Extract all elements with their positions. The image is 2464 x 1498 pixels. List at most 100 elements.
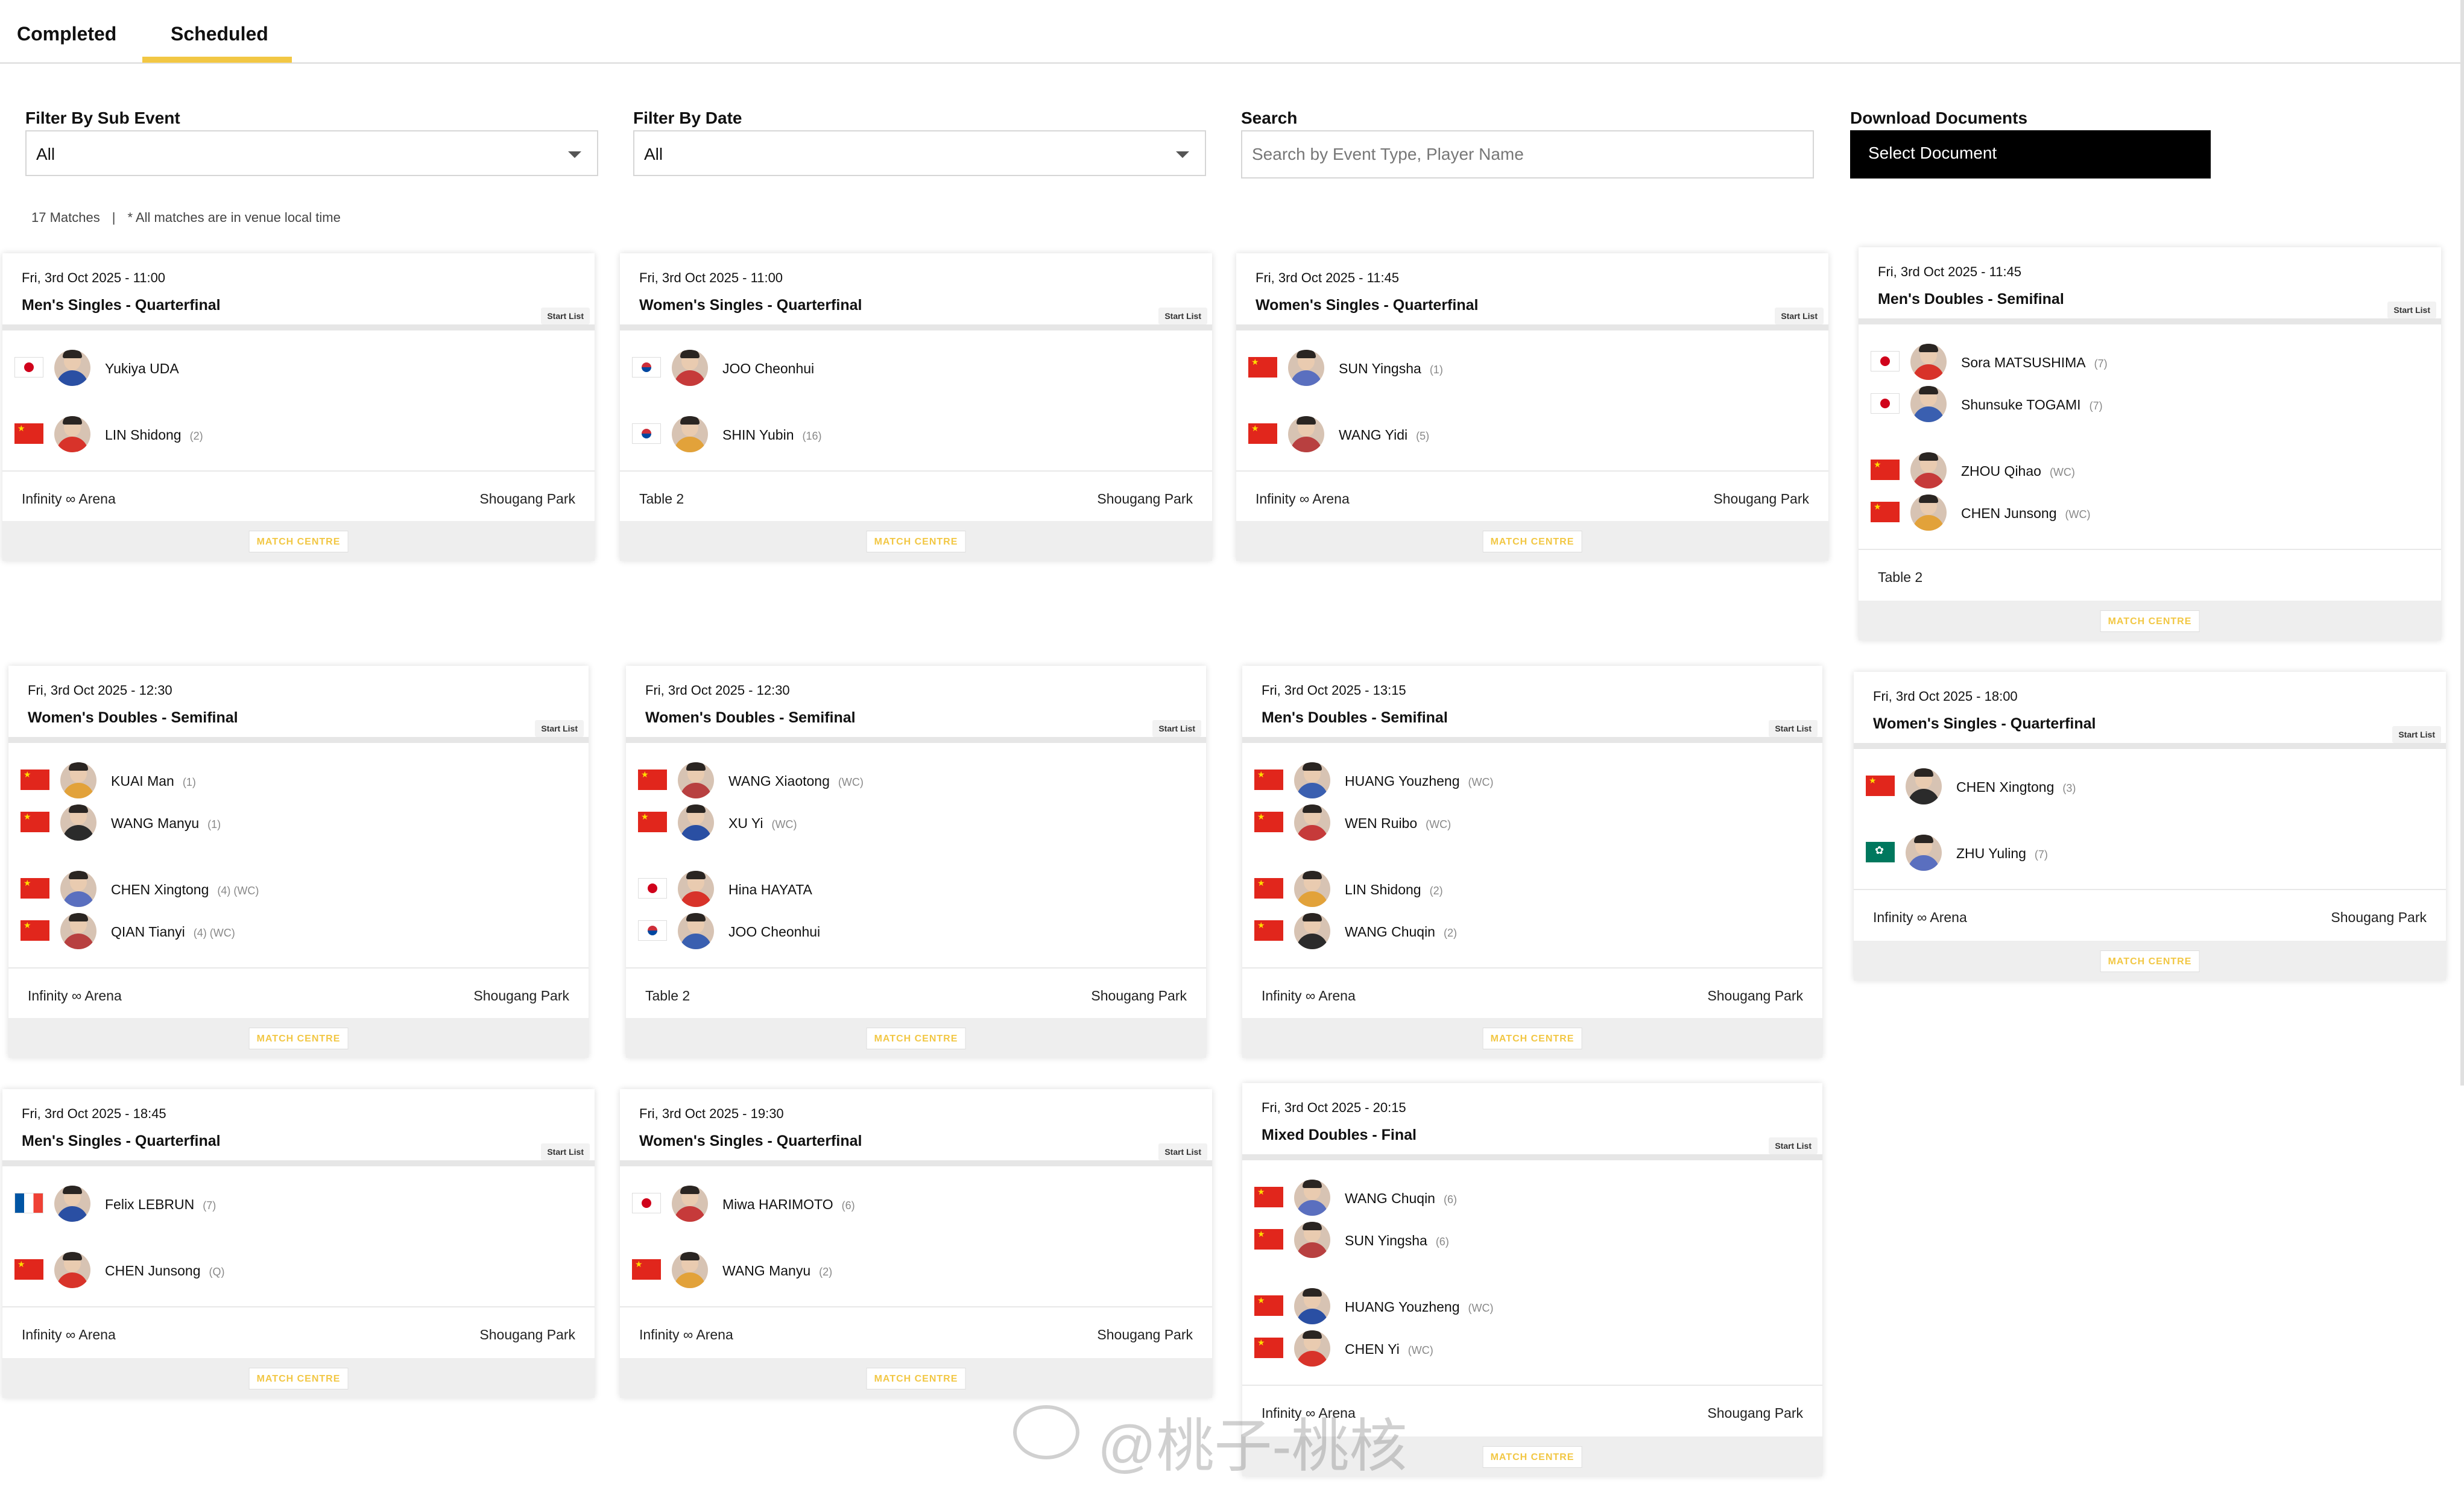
player-row[interactable]: WANG Yidi (5) [1248, 416, 1781, 452]
player-name-text: LIN Shidong [1345, 882, 1421, 897]
player-avatar [672, 350, 708, 386]
player-avatar [1294, 913, 1330, 949]
start-list-button[interactable]: Start List [535, 720, 584, 737]
player-name-text: ZHOU Qihao [1961, 463, 2041, 479]
player-row[interactable]: CHEN Junsong (Q) [14, 1252, 548, 1288]
player-row[interactable]: CHEN Xingtong (4) (WC) [21, 871, 543, 907]
start-list-button[interactable]: Start List [2387, 302, 2436, 318]
tab-completed[interactable]: Completed [17, 23, 117, 45]
player-row[interactable]: Yukiya UDA [14, 350, 548, 386]
player-row[interactable]: XU Yi (WC) [638, 804, 1160, 841]
player-row[interactable]: Miwa HARIMOTO (6) [632, 1186, 1165, 1222]
flag-jpn-icon [1871, 351, 1900, 371]
player-row[interactable]: LIN Shidong (2) [14, 416, 548, 452]
player-row[interactable]: Hina HAYATA [638, 871, 1160, 907]
start-list-button[interactable]: Start List [1775, 308, 1824, 324]
player-row[interactable]: ZHU Yuling (7) [1866, 835, 2399, 871]
flag-chn-icon [1254, 770, 1283, 790]
match-event: Men's Singles - Quarterfinal [22, 297, 221, 314]
tab-scheduled[interactable]: Scheduled [171, 23, 268, 45]
player-row[interactable]: QIAN Tianyi (4) (WC) [21, 913, 543, 949]
match-centre-button[interactable]: MATCH CENTRE [248, 1028, 349, 1049]
start-list-button[interactable]: Start List [1769, 720, 1818, 737]
match-centre-button[interactable]: MATCH CENTRE [866, 531, 966, 552]
match-centre-button[interactable]: MATCH CENTRE [1482, 531, 1582, 552]
player-row[interactable]: Sora MATSUSHIMA (7) [1871, 344, 2395, 380]
sub-event-select[interactable]: All [25, 130, 598, 176]
player-row[interactable]: CHEN Yi (WC) [1254, 1330, 1777, 1367]
player-name: Sora MATSUSHIMA (7) [1961, 355, 2108, 371]
player-row[interactable]: JOO Cheonhui [638, 913, 1160, 949]
flag-chn-icon [1254, 812, 1283, 832]
player-row[interactable]: WANG Chuqin (6) [1254, 1180, 1777, 1216]
start-list-button[interactable]: Start List [1769, 1137, 1818, 1154]
player-avatar [1294, 804, 1330, 841]
player-row[interactable]: WANG Xiaotong (WC) [638, 762, 1160, 798]
header-divider [1859, 318, 2441, 324]
player-row[interactable]: KUAI Man (1) [21, 762, 543, 798]
player-row[interactable]: SUN Yingsha (6) [1254, 1222, 1777, 1258]
player-seed: (Q) [209, 1266, 225, 1278]
location-divider [1854, 889, 2446, 890]
player-seed: (WC) [2065, 508, 2091, 520]
player-row[interactable]: LIN Shidong (2) [1254, 871, 1777, 907]
player-avatar [672, 1186, 708, 1222]
player-row[interactable]: SUN Yingsha (1) [1248, 350, 1781, 386]
player-row[interactable]: SHIN Yubin (16) [632, 416, 1165, 452]
player-row[interactable]: HUANG Youzheng (WC) [1254, 1288, 1777, 1324]
date-select[interactable]: All [633, 130, 1206, 176]
player-name: JOO Cheonhui [728, 924, 820, 940]
player-seed: (WC) [2049, 466, 2075, 478]
match-centre-button[interactable]: MATCH CENTRE [1482, 1446, 1582, 1468]
timezone-note: * All matches are in venue local time [127, 210, 341, 225]
match-centre-button[interactable]: MATCH CENTRE [1482, 1028, 1582, 1049]
match-event: Women's Singles - Quarterfinal [639, 297, 862, 314]
location-divider [620, 1306, 1212, 1307]
match-time: Fri, 3rd Oct 2025 - 18:45 [22, 1106, 166, 1121]
start-list-button[interactable]: Start List [2392, 726, 2441, 743]
player-name: CHEN Yi (WC) [1345, 1341, 1433, 1357]
match-card: Fri, 3rd Oct 2025 - 13:15 Men's Doubles -… [1242, 666, 1822, 1058]
player-row[interactable]: HUANG Youzheng (WC) [1254, 762, 1777, 798]
card-footer: MATCH CENTRE [2, 521, 595, 561]
match-centre-button[interactable]: MATCH CENTRE [248, 531, 349, 552]
player-row[interactable]: WANG Manyu (2) [632, 1252, 1165, 1288]
player-row[interactable]: Shunsuke TOGAMI (7) [1871, 386, 2395, 422]
player-name-text: WANG Manyu [111, 815, 200, 831]
player-row[interactable]: WEN Ruibo (WC) [1254, 804, 1777, 841]
player-name-text: WANG Manyu [722, 1263, 811, 1278]
start-list-button[interactable]: Start List [1158, 308, 1207, 324]
player-avatar [672, 1252, 708, 1288]
start-list-button[interactable]: Start List [1152, 720, 1201, 737]
search-input[interactable]: Search by Event Type, Player Name [1241, 130, 1814, 179]
player-row[interactable]: Felix LEBRUN (7) [14, 1186, 548, 1222]
player-avatar [1906, 768, 1942, 804]
player-row[interactable]: ZHOU Qihao (WC) [1871, 452, 2395, 488]
player-row[interactable]: JOO Cheonhui [632, 350, 1165, 386]
player-row[interactable]: WANG Chuqin (2) [1254, 913, 1777, 949]
start-list-button[interactable]: Start List [541, 1143, 590, 1160]
player-row[interactable]: WANG Manyu (1) [21, 804, 543, 841]
player-seed: (WC) [1468, 776, 1494, 788]
flag-chn-icon [1254, 1229, 1283, 1250]
match-centre-button[interactable]: MATCH CENTRE [866, 1028, 966, 1049]
start-list-button[interactable]: Start List [1158, 1143, 1207, 1160]
sub-event-filter-label: Filter By Sub Event [25, 109, 180, 127]
player-row[interactable]: CHEN Junsong (WC) [1871, 495, 2395, 531]
scrollbar[interactable] [2460, 0, 2464, 1086]
location-divider [1242, 1385, 1822, 1386]
match-event: Men's Doubles - Semifinal [1262, 709, 1448, 726]
match-centre-button[interactable]: MATCH CENTRE [2100, 950, 2200, 972]
player-name-text: SUN Yingsha [1345, 1233, 1427, 1248]
match-centre-button[interactable]: MATCH CENTRE [866, 1368, 966, 1389]
player-avatar [60, 871, 96, 907]
match-centre-button[interactable]: MATCH CENTRE [2100, 610, 2200, 632]
player-name: Shunsuke TOGAMI (7) [1961, 397, 2103, 413]
player-name-text: CHEN Xingtong [1956, 779, 2055, 795]
start-list-button[interactable]: Start List [541, 308, 590, 324]
player-row[interactable]: CHEN Xingtong (3) [1866, 768, 2399, 804]
match-event: Mixed Doubles - Final [1262, 1127, 1417, 1143]
player-seed: (7) [2034, 849, 2048, 861]
select-document-button[interactable]: Select Document [1850, 130, 2211, 179]
match-centre-button[interactable]: MATCH CENTRE [248, 1368, 349, 1389]
